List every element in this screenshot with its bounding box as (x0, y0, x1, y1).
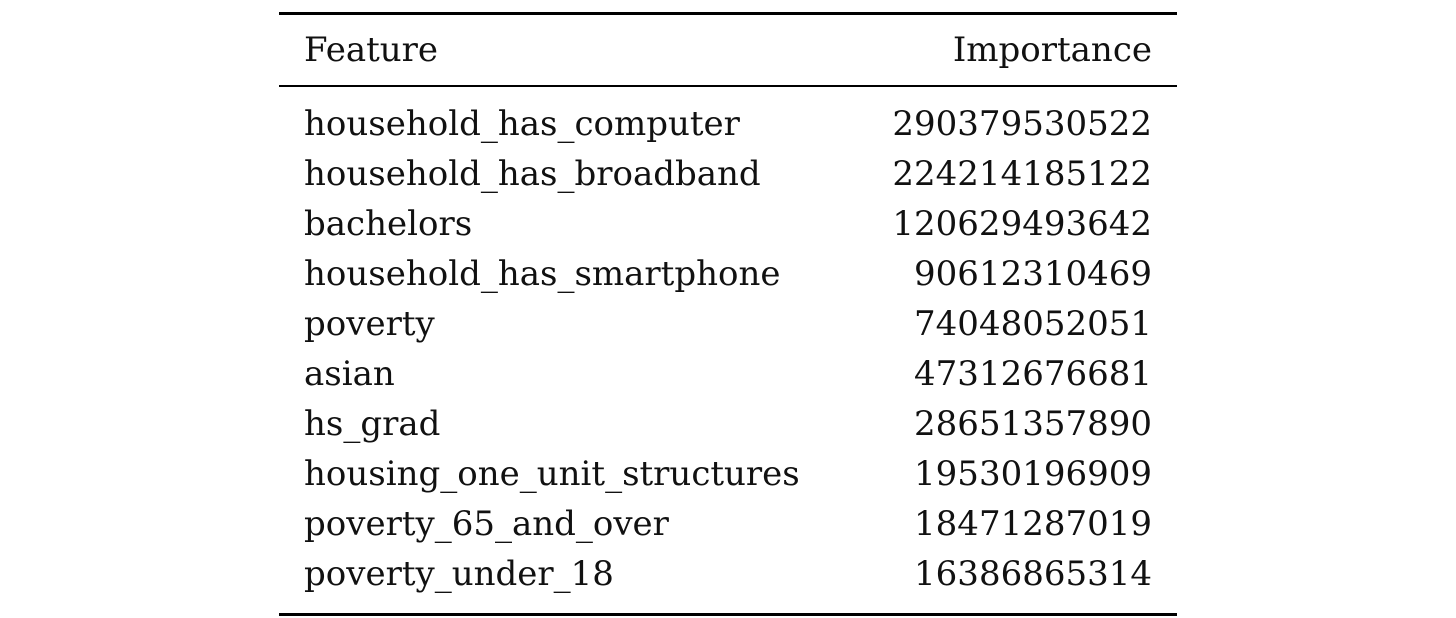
table-row: poverty 74048052051 (279, 299, 1177, 349)
table: Feature Importance (279, 15, 1177, 85)
table-row: household_has_broadband 224214185122 (279, 149, 1177, 199)
table-row: household_has_computer 290379530522 (279, 87, 1177, 149)
feature-cell: hs_grad (304, 404, 441, 444)
header-feature: Feature (304, 30, 439, 70)
importance-cell: 90612310469 (914, 254, 1152, 294)
header-importance: Importance (952, 30, 1152, 70)
importance-cell: 120629493642 (892, 204, 1152, 244)
importance-cell: 28651357890 (914, 404, 1152, 444)
table-row: housing_one_unit_structures 19530196909 (279, 449, 1177, 499)
importance-cell: 290379530522 (892, 104, 1152, 144)
table-row: bachelors 120629493642 (279, 199, 1177, 249)
table-row: poverty_65_and_over 18471287019 (279, 499, 1177, 549)
top-rule (279, 12, 1177, 15)
importance-cell: 16386865314 (914, 554, 1152, 594)
importance-cell: 47312676681 (914, 354, 1152, 394)
feature-cell: poverty_65_and_over (304, 504, 669, 544)
header-row: Feature Importance (279, 15, 1177, 85)
feature-cell: poverty_under_18 (304, 554, 614, 594)
table-body: household_has_computer 290379530522 hous… (279, 87, 1177, 613)
table-row: poverty_under_18 16386865314 (279, 549, 1177, 613)
table-row: asian 47312676681 (279, 349, 1177, 399)
table-row: household_has_smartphone 90612310469 (279, 249, 1177, 299)
feature-cell: housing_one_unit_structures (304, 454, 800, 494)
importance-cell: 19530196909 (914, 454, 1152, 494)
importance-cell: 224214185122 (892, 154, 1152, 194)
feature-cell: household_has_broadband (304, 154, 761, 194)
table-row: hs_grad 28651357890 (279, 399, 1177, 449)
feature-importance-table: Feature Importance household_has_compute… (279, 12, 1177, 616)
header-rule (279, 85, 1177, 87)
importance-cell: 74048052051 (914, 304, 1152, 344)
importance-cell: 18471287019 (914, 504, 1152, 544)
feature-cell: poverty (304, 304, 435, 344)
feature-cell: household_has_computer (304, 104, 740, 144)
bottom-rule (279, 613, 1177, 616)
feature-cell: household_has_smartphone (304, 254, 781, 294)
feature-cell: asian (304, 354, 395, 394)
feature-cell: bachelors (304, 204, 473, 244)
